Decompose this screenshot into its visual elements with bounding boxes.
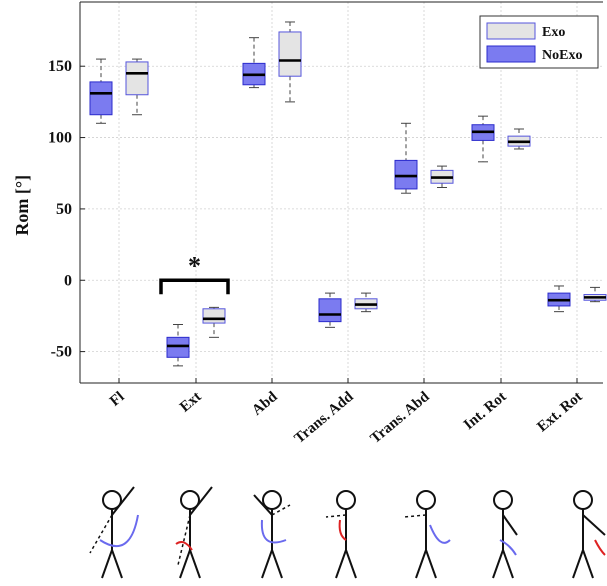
box-noexo-4 (394, 122, 418, 194)
annotation-layer: * (159, 251, 230, 295)
figure-leg-left (415, 549, 427, 579)
movement-figure-7 (572, 490, 606, 579)
figure-motion-arc (499, 539, 517, 556)
figure-arm-reference (325, 514, 347, 518)
category-label: Trans. Add (292, 388, 357, 447)
figure-leg-left (261, 549, 273, 579)
legend: Exo NoExo (479, 15, 599, 69)
movement-figure-1 (89, 486, 139, 579)
y-tick-label: 150 (48, 58, 72, 75)
figure-leg-left (572, 549, 584, 579)
category-label: Ext (177, 389, 205, 416)
figure-motion-arc (429, 524, 451, 544)
box-noexo-1 (166, 323, 190, 367)
box-exo-4 (430, 165, 454, 189)
box-body (166, 336, 190, 358)
y-tick-label: 100 (48, 130, 72, 147)
box-exo-6 (583, 286, 607, 303)
movement-figure-3 (253, 490, 291, 579)
box-noexo-3 (318, 292, 342, 328)
significance-bracket (159, 278, 230, 295)
figure-head (416, 490, 436, 510)
category-label: Ext. Rot (534, 389, 585, 436)
movement-figures (89, 486, 606, 579)
figure-head (493, 490, 513, 510)
y-tick-label: -50 (51, 344, 72, 361)
movement-figure-4 (325, 490, 357, 579)
figure-head (573, 490, 593, 510)
figure-arm-reference (177, 514, 191, 566)
figure-leg-right (582, 549, 594, 579)
grid-layer (80, 2, 603, 383)
figure-leg-right (425, 549, 437, 579)
movement-figure-2 (175, 486, 213, 579)
figure-leg-left (101, 549, 113, 579)
legend-swatch-exo (486, 22, 536, 40)
figure-motion-arc (175, 541, 193, 551)
figure-arm-reference (403, 514, 427, 518)
figure-leg-right (111, 549, 123, 579)
box-body (394, 159, 418, 190)
figure-leg-right (502, 549, 514, 579)
figure-arm (189, 486, 213, 516)
box-noexo-6 (547, 285, 571, 313)
legend-label-exo: Exo (542, 25, 565, 40)
figure-leg-right (345, 549, 357, 579)
box-noexo-5 (471, 115, 495, 163)
box-exo-0 (125, 58, 149, 116)
category-label: Trans. Abd (368, 388, 433, 447)
figure-motion-arc (594, 539, 606, 556)
box-exo-1 (202, 306, 226, 338)
figure-head (336, 490, 356, 510)
figure-motion-arc (338, 519, 347, 541)
box-body (278, 31, 302, 77)
box-exo-5 (507, 128, 531, 150)
legend-label-noexo: NoExo (542, 48, 582, 63)
figure-leg-right (271, 549, 283, 579)
figure-arm (582, 514, 606, 536)
category-label: Fl (107, 389, 128, 410)
figure-arm (253, 494, 273, 516)
movement-figure-5 (403, 490, 451, 579)
movement-figure-6 (492, 490, 518, 579)
box-exo-3 (354, 292, 378, 313)
figure-arm (502, 514, 518, 536)
figure-head (262, 490, 282, 510)
box-body (125, 61, 149, 96)
box-exo-2 (278, 21, 302, 103)
figure-motion-arc (99, 514, 139, 548)
significance-marker: * (188, 251, 201, 280)
figure-arm (111, 486, 135, 516)
figure-motion-arc (260, 519, 287, 544)
figure-leg-left (335, 549, 347, 579)
y-tick-label: 0 (64, 272, 72, 289)
figure-leg-right (189, 549, 201, 579)
figure-arm-reference (89, 514, 113, 554)
box-layer (89, 21, 607, 367)
category-label: Abd (249, 388, 281, 418)
box-body (318, 298, 342, 323)
category-label: Int. Rot (461, 389, 510, 433)
box-noexo-2 (242, 37, 266, 89)
box-noexo-0 (89, 58, 113, 124)
y-axis-title: Rom [°] (12, 175, 32, 236)
legend-swatch-noexo (486, 45, 536, 63)
box-body (89, 81, 113, 116)
figure-leg-left (492, 549, 504, 579)
y-tick-label: 50 (56, 201, 72, 218)
figure-leg-left (179, 549, 191, 579)
box-body (202, 308, 226, 324)
